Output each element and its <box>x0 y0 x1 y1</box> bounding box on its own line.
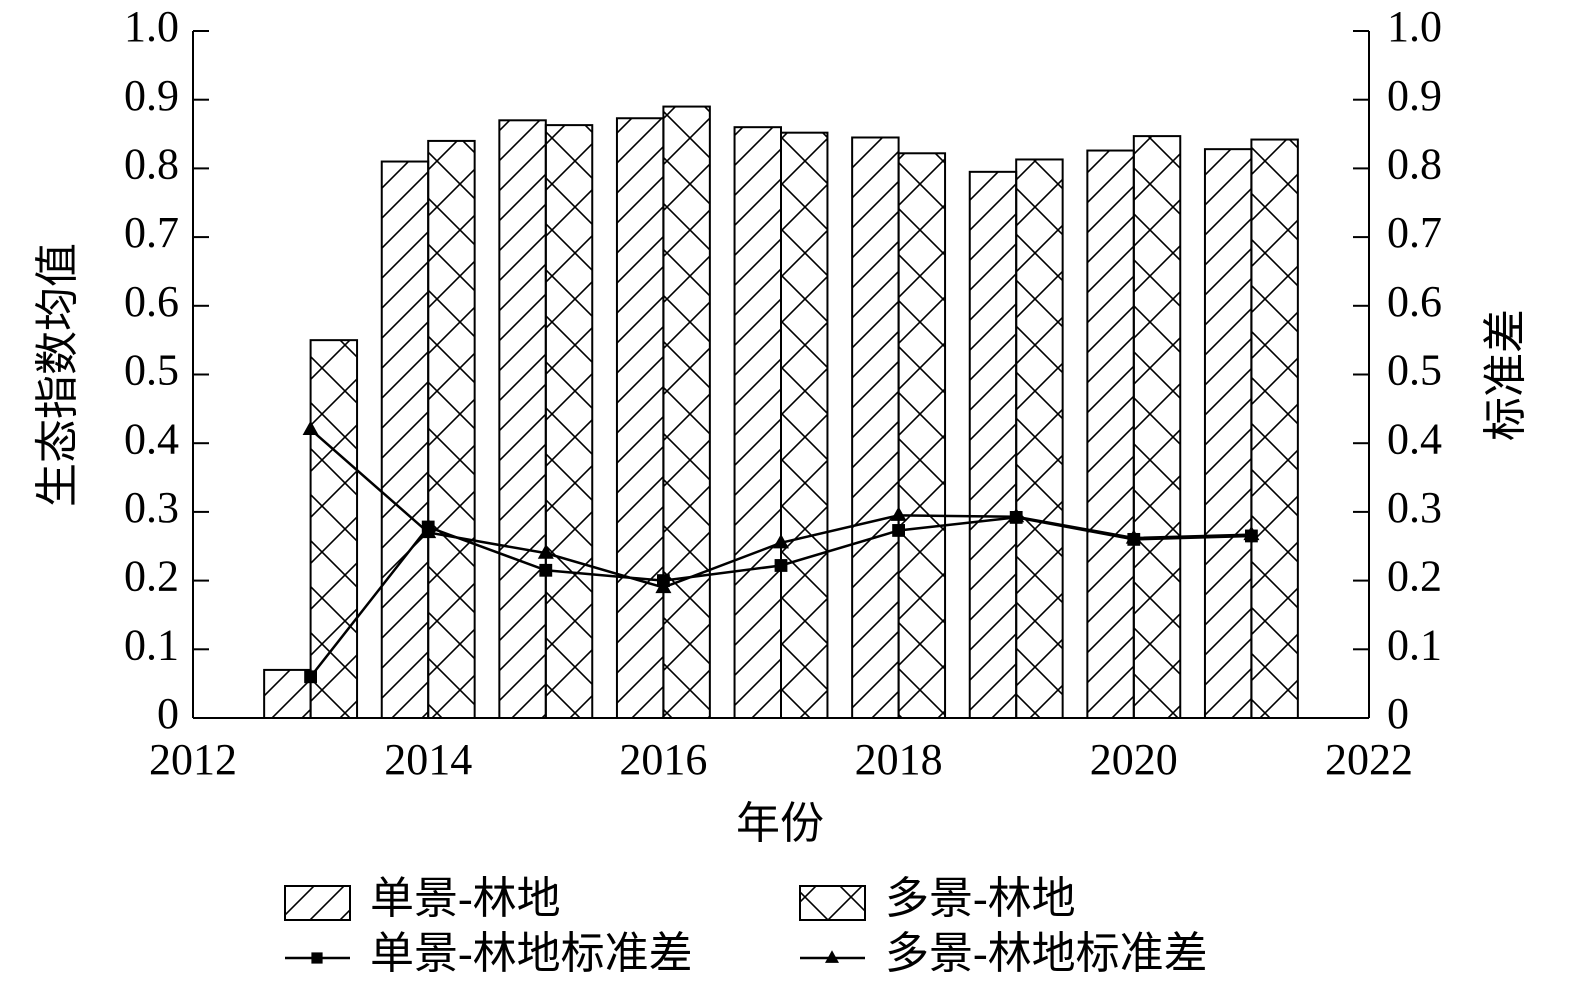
line-marker <box>655 578 672 594</box>
bar <box>851 136 900 720</box>
line-marker <box>304 670 317 684</box>
y2-tick-label: 0.9 <box>1387 71 1442 120</box>
y2-axis-title: 标准差 <box>1481 309 1530 441</box>
line-marker <box>1008 507 1025 523</box>
bar <box>733 126 782 720</box>
line-marker <box>539 563 553 577</box>
y-tick-label: 0.5 <box>124 346 179 395</box>
legend-swatch <box>284 885 351 921</box>
bar <box>263 668 312 719</box>
y2-tick-label: 0.4 <box>1387 414 1442 463</box>
line-marker <box>774 559 788 572</box>
bar <box>1086 149 1135 719</box>
x-tick-label: 2022 <box>1325 735 1413 784</box>
bar <box>1132 135 1182 719</box>
y2-tick-label: 0.7 <box>1387 208 1442 257</box>
line-marker <box>892 524 905 537</box>
y2-tick-label: 0.2 <box>1387 552 1442 601</box>
x-tick-label: 2012 <box>149 735 237 784</box>
line-marker <box>890 506 907 521</box>
y-tick-label: 0.6 <box>124 277 179 326</box>
y-tick-label: 0.1 <box>124 620 179 669</box>
bar <box>380 160 430 719</box>
y-tick-label: 0.3 <box>124 483 179 532</box>
line-marker <box>1243 525 1260 541</box>
bar <box>498 119 547 719</box>
x-tick-label: 2020 <box>1090 735 1178 784</box>
y2-tick-label: 0.5 <box>1387 346 1442 395</box>
line-marker <box>420 523 437 539</box>
line-marker <box>537 544 554 559</box>
y2-tick-label: 1.0 <box>1387 2 1442 51</box>
line-marker <box>773 534 789 549</box>
y2-tick-label: 0.8 <box>1387 139 1442 188</box>
bar <box>662 105 711 719</box>
y-tick-label: 0.7 <box>124 208 179 257</box>
y-tick-label: 1.0 <box>124 2 179 51</box>
legend-marker <box>825 950 839 963</box>
line-marker <box>302 420 319 436</box>
y-tick-label: 0.4 <box>124 414 179 463</box>
bar <box>309 339 359 719</box>
y2-tick-label: 0 <box>1387 689 1409 738</box>
x-axis-title: 年份 <box>736 799 824 848</box>
y2-tick-label: 0.3 <box>1387 483 1442 532</box>
x-tick-label: 2016 <box>619 735 707 784</box>
bar <box>1015 158 1064 719</box>
y-tick-label: 0 <box>157 689 179 738</box>
y2-tick-label: 0.6 <box>1387 277 1442 326</box>
bar <box>427 139 476 720</box>
bar <box>1203 148 1253 719</box>
line-marker <box>1125 529 1142 544</box>
x-tick-label: 2018 <box>855 735 943 784</box>
y-tick-label: 0.9 <box>124 71 179 120</box>
legend-label: 单景-林地标准差 <box>370 929 693 978</box>
y-tick-label: 0.8 <box>124 139 179 188</box>
legend-marker <box>311 952 323 964</box>
y2-tick-label: 0.1 <box>1387 620 1442 669</box>
bar <box>968 170 1018 719</box>
bar <box>1250 138 1299 719</box>
bar <box>897 152 947 719</box>
y-axis-title: 生态指数均值 <box>33 243 82 507</box>
bar <box>615 117 665 719</box>
x-tick-label: 2014 <box>384 735 472 784</box>
bar <box>544 124 594 719</box>
legend-swatch <box>799 885 866 921</box>
legend-label: 多景-林地标准差 <box>885 929 1208 978</box>
legend-label: 单景-林地 <box>370 874 561 923</box>
y-tick-label: 0.2 <box>124 552 179 601</box>
bar <box>780 131 829 719</box>
legend-label: 多景-林地 <box>885 874 1076 923</box>
